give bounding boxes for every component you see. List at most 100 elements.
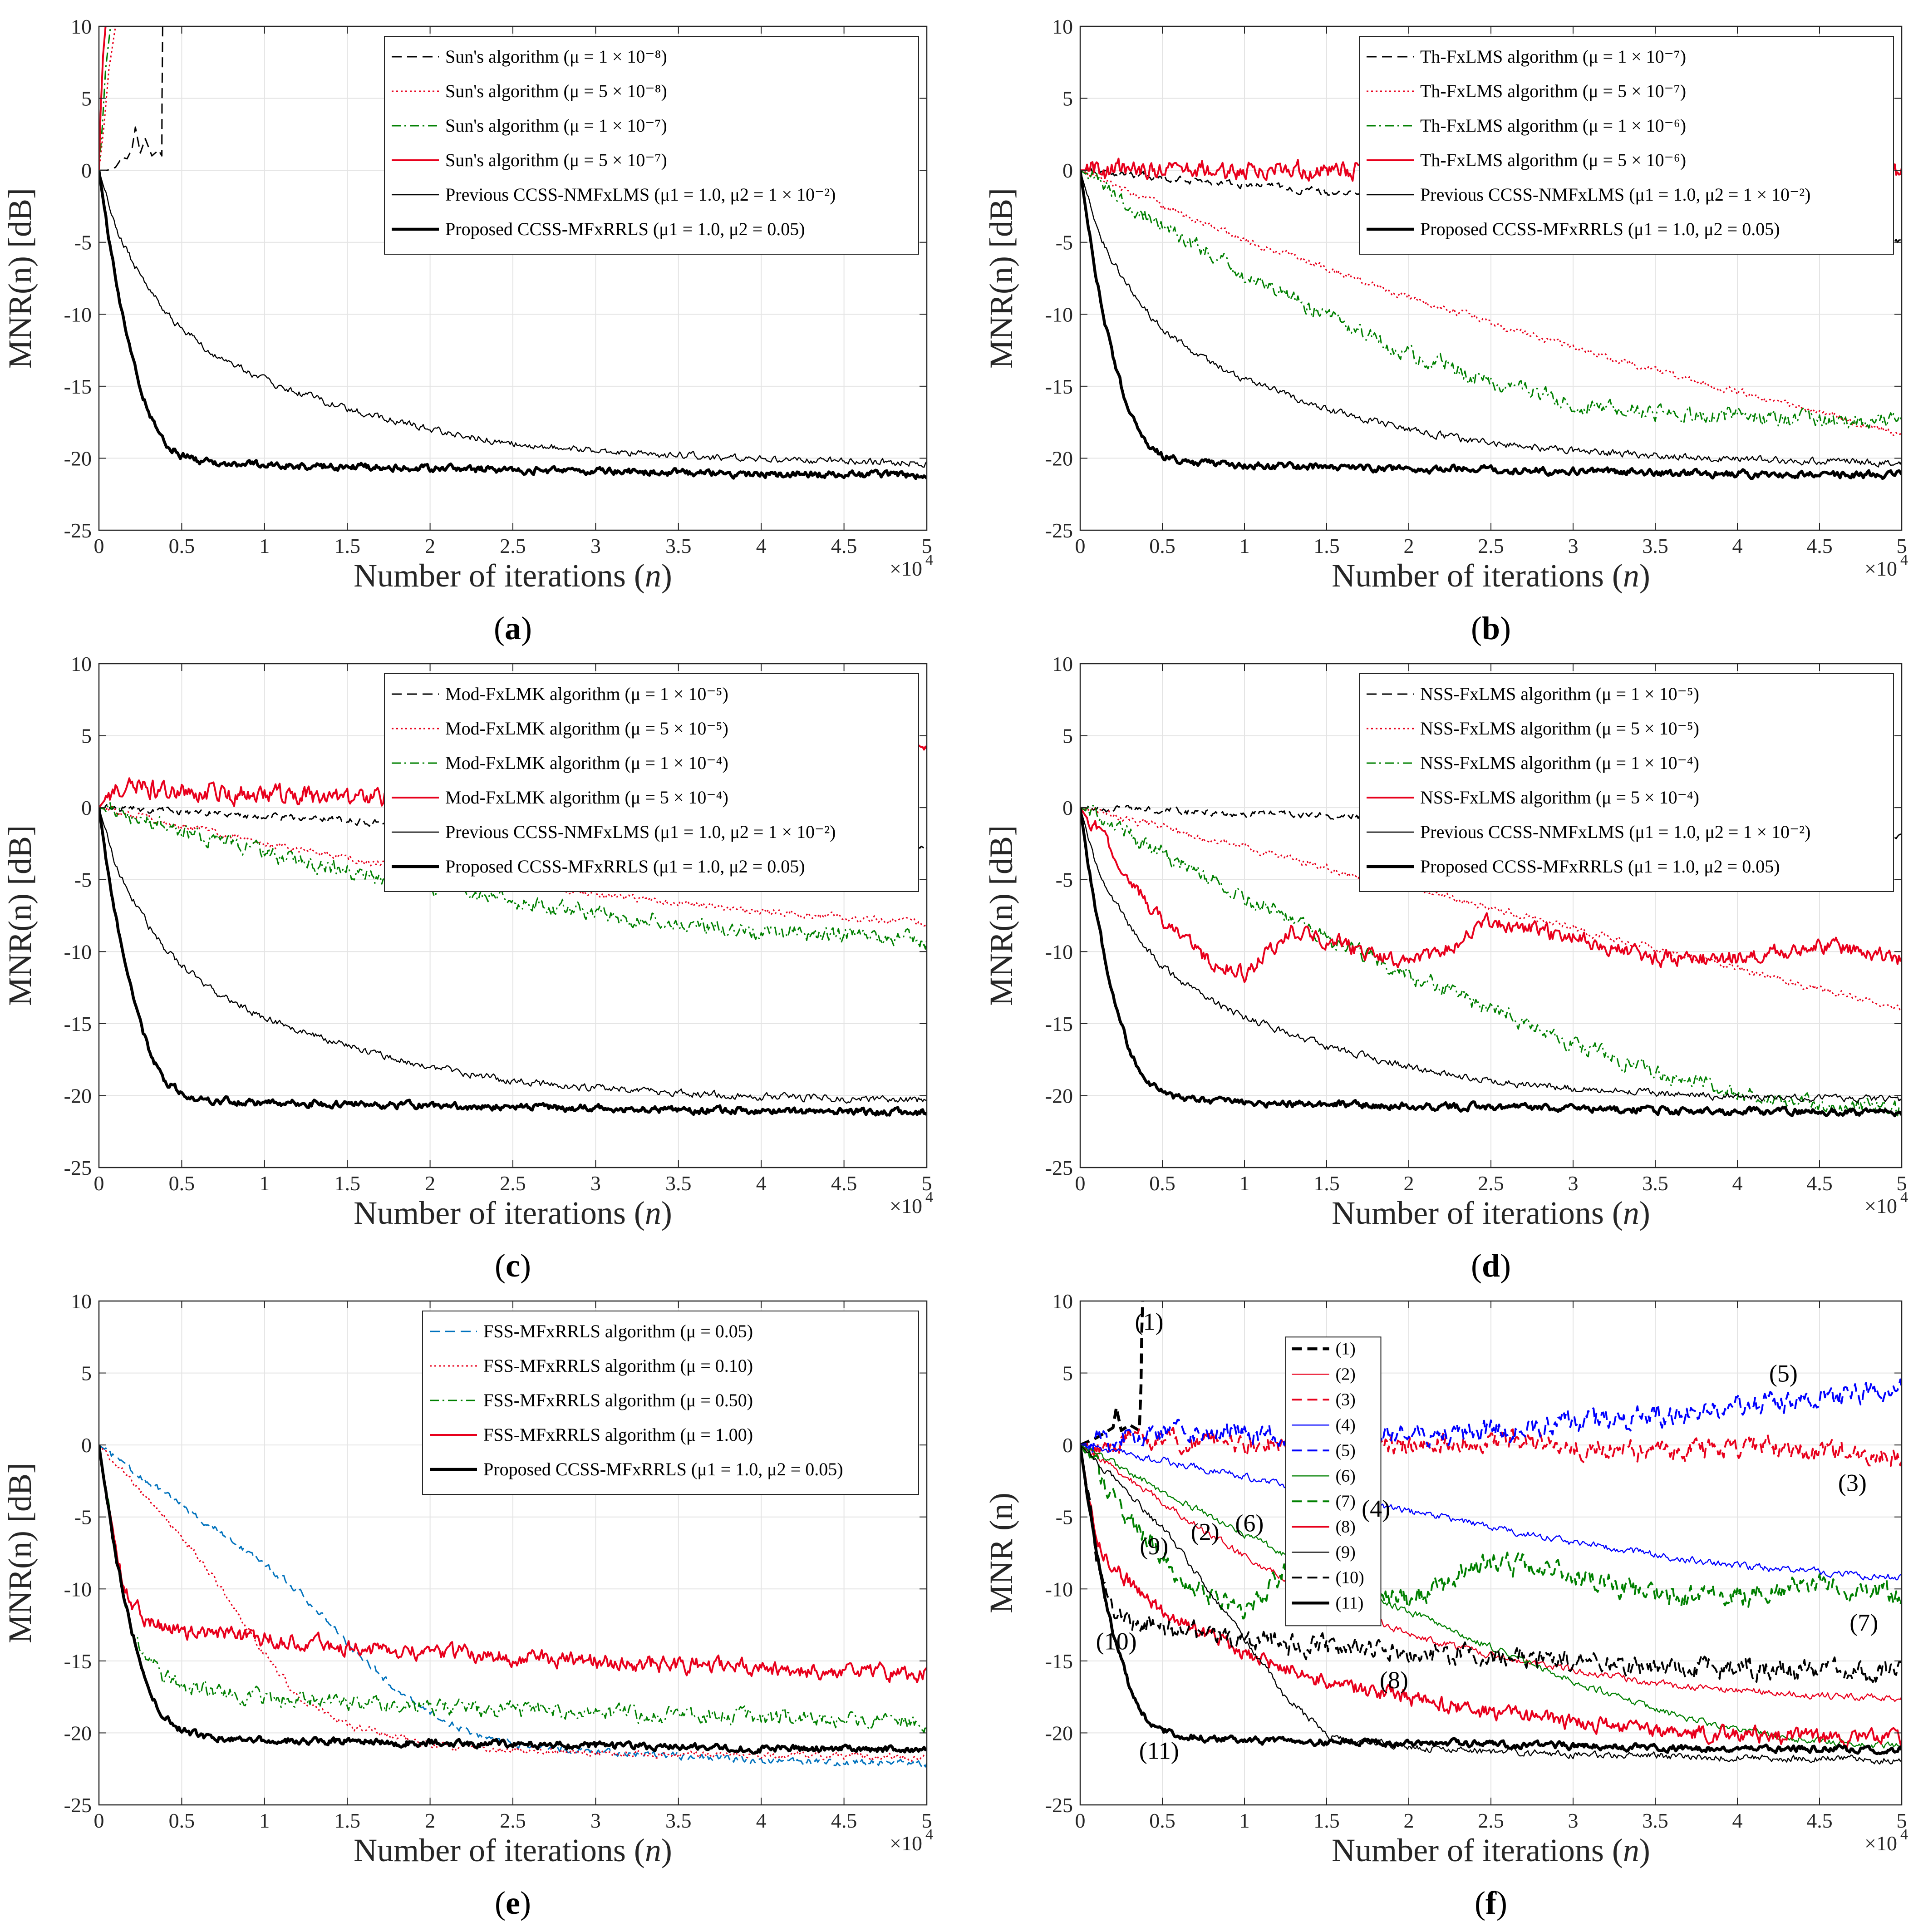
- legend-entry-label: (2): [1336, 1365, 1356, 1384]
- x-tick-label: 1: [259, 1809, 270, 1832]
- x-tick-label: 2: [425, 1172, 435, 1195]
- x-tick-label: 2.5: [500, 534, 526, 557]
- series-line-f-11: [1080, 1444, 1902, 1755]
- y-tick-label: -5: [1056, 231, 1073, 254]
- panel-caption: (e): [495, 1885, 531, 1921]
- y-tick-label: -15: [1045, 1012, 1073, 1035]
- legend-entry-label: Proposed CCSS-MFxRRLS (μ1 = 1.0, μ2 = 0.…: [1420, 219, 1780, 239]
- series-line-c-3: [99, 802, 927, 950]
- y-tick-label: -25: [64, 1156, 92, 1179]
- x-tick-label: 4.5: [1806, 1809, 1833, 1832]
- curve-annotation: (11): [1139, 1737, 1179, 1764]
- curve-annotation: (4): [1362, 1495, 1390, 1523]
- legend: Sun's algorithm (μ = 1 × 10⁻⁸) Sun's algo…: [384, 36, 919, 255]
- caption-open: (: [494, 610, 505, 646]
- x-tick-label: 5: [922, 1172, 932, 1195]
- y-tick-label: -5: [1056, 1506, 1073, 1529]
- series-line-b-3: [1080, 169, 1902, 429]
- series-line-f-4: [1080, 1444, 1902, 1581]
- y-tick-label: -20: [64, 1721, 92, 1745]
- caption-letter: e: [506, 1885, 520, 1921]
- x-tick-label: 2: [1404, 1172, 1414, 1195]
- x-tick-label: 0.5: [169, 1809, 195, 1832]
- y-tick-label: -25: [64, 519, 92, 542]
- series-line-f-3: [1080, 1427, 1902, 1467]
- y-tick-label: -25: [1045, 1156, 1073, 1179]
- y-axis-label: MNR (n): [983, 1493, 1019, 1613]
- x-tick-label: 0.5: [1149, 1172, 1175, 1195]
- legend-entry-label: FSS-MFxRRLS algorithm (μ = 1.00): [483, 1424, 753, 1445]
- x-tick-label: 4: [1732, 1172, 1743, 1195]
- legend-entry-label: NSS-FxLMS algorithm (μ = 5 × 10⁻⁴): [1420, 787, 1699, 808]
- caption-close: ): [1496, 1885, 1507, 1921]
- x-tick-label: 1: [259, 1172, 270, 1195]
- caption-letter: c: [506, 1247, 520, 1284]
- y-tick-label: -20: [1045, 1084, 1073, 1107]
- curve-annotation: (5): [1769, 1360, 1798, 1387]
- legend: Mod-FxLMK algorithm (μ = 1 × 10⁻⁵) Mod-Fx…: [384, 673, 919, 892]
- x-tick-label: 5: [1897, 1809, 1907, 1832]
- caption-open: (: [1471, 1247, 1482, 1284]
- series-line-a-4: [99, 26, 107, 171]
- y-tick-label: -10: [1045, 940, 1073, 963]
- legend: (1) (2) (3) (4) (5) (6) (7) (8) (9) (10) (11): [1285, 1336, 1382, 1626]
- caption-open: (: [1471, 610, 1482, 646]
- x-tick-label: 3: [590, 1172, 601, 1195]
- x-tick-label: 5: [922, 1809, 932, 1832]
- caption-letter: d: [1482, 1247, 1500, 1284]
- x-multiplier: ×10: [890, 1194, 922, 1217]
- caption-open: (: [495, 1885, 506, 1921]
- x-tick-label: 1.5: [1313, 1809, 1340, 1832]
- legend-entry-label: (11): [1336, 1593, 1364, 1612]
- series-line-d-5: [1080, 807, 1902, 1104]
- panel-caption: (c): [495, 1247, 531, 1284]
- x-axis-label-var: n: [1623, 557, 1639, 594]
- x-tick-label: 0: [1075, 534, 1086, 557]
- x-multiplier: ×10: [1864, 557, 1897, 580]
- series-line-a-1: [99, 26, 163, 171]
- x-tick-label: 2.5: [1478, 1172, 1504, 1195]
- x-tick-label: 4.5: [1806, 534, 1833, 557]
- x-tick-label: 3: [1568, 1172, 1579, 1195]
- x-tick-label: 2: [1404, 1809, 1414, 1832]
- legend-entry-label: (3): [1336, 1390, 1356, 1409]
- x-tick-label: 2: [1404, 534, 1414, 557]
- legend-box: [384, 36, 919, 255]
- caption-open: (: [495, 1247, 506, 1284]
- x-axis-label-var: n: [1623, 1195, 1639, 1231]
- x-axis-label-end: ): [661, 557, 672, 594]
- series-line-f-6: [1080, 1444, 1902, 1750]
- x-multiplier: ×10: [1864, 1194, 1897, 1217]
- y-tick-label: -5: [74, 868, 92, 892]
- legend-entry-label: (6): [1336, 1466, 1356, 1485]
- x-tick-label: 3.5: [1642, 534, 1668, 557]
- curve-annotation: (8): [1380, 1666, 1408, 1694]
- x-multiplier-exp: 4: [1900, 552, 1908, 568]
- legend-entry-label: Proposed CCSS-MFxRRLS (μ1 = 1.0, μ2 = 0.…: [1420, 856, 1780, 877]
- caption-close: ): [521, 610, 532, 646]
- y-tick-label: 10: [1052, 1290, 1073, 1313]
- x-multiplier-exp: 4: [1900, 1189, 1908, 1206]
- curve-annotation: (7): [1849, 1609, 1878, 1636]
- x-axis-label-end: ): [1639, 557, 1650, 594]
- legend-entry-label: Sun's algorithm (μ = 5 × 10⁻⁸): [445, 81, 667, 101]
- x-tick-label: 2.5: [1478, 534, 1504, 557]
- legend-entry-label: FSS-MFxRRLS algorithm (μ = 0.10): [483, 1355, 753, 1376]
- x-tick-label: 3.5: [665, 534, 692, 557]
- y-tick-label: 0: [81, 159, 92, 182]
- x-tick-label: 0.5: [169, 1172, 195, 1195]
- series-line-b-6: [1080, 170, 1902, 480]
- y-tick-label: 0: [1062, 159, 1073, 182]
- legend-entry-label: FSS-MFxRRLS algorithm (μ = 0.50): [483, 1390, 753, 1410]
- x-axis-label-var: n: [645, 1832, 661, 1868]
- series-line-d-3: [1080, 804, 1902, 1117]
- series-line-a-5: [99, 170, 927, 468]
- curve-annotation: (6): [1235, 1509, 1264, 1537]
- x-tick-label: 4: [756, 1172, 767, 1195]
- x-axis-label-end: ): [661, 1832, 672, 1868]
- y-tick-label: -10: [1045, 303, 1073, 326]
- y-tick-label: -25: [64, 1794, 92, 1817]
- legend-entry-label: Th-FxLMS algorithm (μ = 5 × 10⁻⁶): [1420, 150, 1686, 170]
- series-line-f-10: [1080, 1444, 1902, 1683]
- legend-entry-label: Previous CCSS-NMFxLMS (μ1 = 1.0, μ2 = 1 …: [445, 822, 836, 842]
